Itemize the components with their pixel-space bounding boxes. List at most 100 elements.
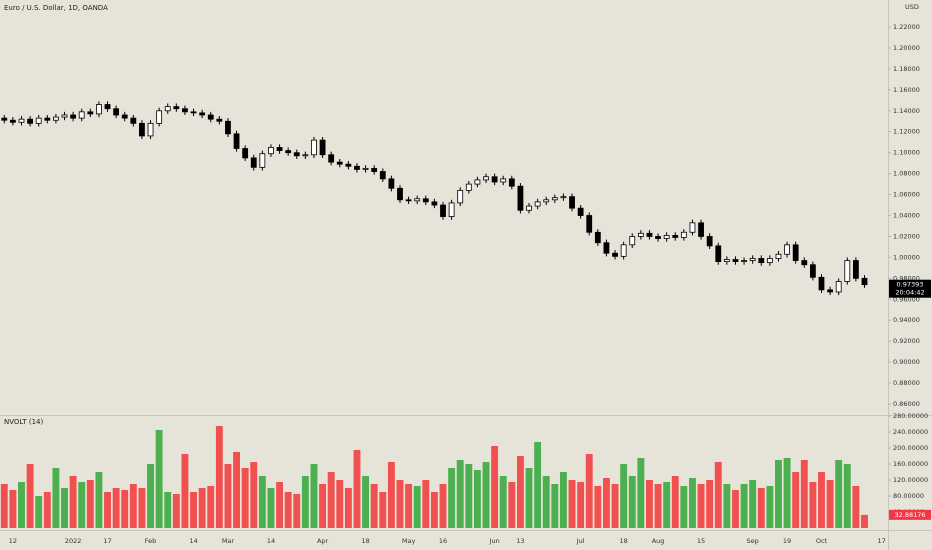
candle-body	[818, 276, 825, 291]
candle-body	[371, 167, 378, 172]
histogram-bar	[95, 472, 103, 528]
candle-body	[457, 189, 464, 204]
x-tick-label: Aug	[652, 537, 665, 545]
y-tick-label: 80.00000	[893, 492, 924, 500]
histogram-bar	[637, 458, 645, 528]
candle-body	[268, 147, 274, 155]
histogram-bar	[301, 476, 309, 528]
histogram-bar	[284, 492, 292, 528]
histogram-bar	[551, 484, 559, 528]
histogram-bar	[766, 486, 774, 528]
histogram-bar	[379, 492, 387, 528]
candle-body	[87, 111, 94, 115]
histogram-bar	[215, 426, 223, 528]
candle-body	[560, 196, 567, 199]
histogram-bar	[852, 486, 860, 528]
candle-body	[629, 236, 636, 246]
candle-body	[801, 260, 808, 266]
candle-body	[766, 258, 773, 264]
candle-body	[70, 114, 77, 119]
histogram-bar	[207, 486, 215, 528]
candle-body	[242, 148, 249, 159]
y-axis-unit: USD	[905, 3, 919, 11]
histogram-bar	[818, 472, 825, 528]
price-tag	[889, 279, 931, 298]
x-tick-label: Mar	[222, 537, 235, 545]
x-tick-label: Sep	[747, 537, 759, 545]
histogram-bar	[276, 482, 284, 528]
histogram-bar	[568, 480, 576, 528]
histogram-bar	[26, 464, 34, 528]
candle-body	[749, 258, 756, 261]
candle-body	[96, 104, 102, 115]
candle-body	[698, 222, 704, 237]
histogram-bar	[792, 472, 800, 528]
candle-body	[397, 187, 403, 201]
y-tick-label: 0.94000	[893, 316, 920, 324]
histogram-bar	[663, 482, 671, 528]
x-tick-label: 18	[620, 537, 628, 545]
histogram-bar	[224, 464, 232, 528]
candle-body	[388, 178, 395, 189]
histogram-bar	[508, 482, 516, 528]
y-tick-label: 0.98000	[893, 274, 920, 282]
histogram-bar	[396, 480, 404, 528]
y-tick-label: 1.12000	[893, 128, 920, 136]
y-tick-label: 120.00000	[893, 476, 928, 484]
y-tick-label: 1.10000	[893, 149, 920, 157]
histogram-bar	[740, 484, 748, 528]
histogram-bar	[577, 482, 585, 528]
histogram-bar	[138, 488, 146, 528]
histogram-bar	[52, 468, 60, 528]
candle-body	[362, 167, 369, 170]
histogram-bar	[706, 480, 714, 528]
histogram-bar	[310, 464, 318, 528]
candle-body	[113, 108, 120, 116]
histogram-bar	[336, 480, 344, 528]
histogram-bar	[723, 484, 731, 528]
candle-body	[285, 150, 292, 154]
x-tick-label: 15	[697, 537, 705, 545]
candle-body	[594, 231, 601, 244]
y-tick-label: 1.22000	[893, 23, 920, 31]
histogram-bar	[61, 488, 68, 528]
candle-body	[732, 259, 739, 262]
y-tick-label: 1.06000	[893, 191, 920, 199]
histogram-bar	[422, 480, 430, 528]
histogram-bar	[164, 492, 172, 528]
histogram-bar	[198, 488, 206, 528]
candle-body	[689, 222, 696, 233]
histogram-bar	[172, 494, 180, 528]
histogram-bar	[267, 488, 275, 528]
candle-body	[861, 277, 868, 286]
histogram-bar	[147, 464, 154, 528]
histogram-bar	[69, 476, 77, 528]
histogram-bar	[129, 484, 137, 528]
x-tick-label: Feb	[145, 537, 157, 545]
histogram-bar	[448, 468, 456, 528]
y-tick-label: 1.00000	[893, 253, 920, 261]
y-tick-label: 1.02000	[893, 232, 920, 240]
candle-body	[483, 176, 489, 181]
candle-body	[10, 119, 16, 123]
histogram-bar	[732, 490, 739, 528]
candle-body	[207, 114, 214, 120]
indicator-tag-value: 32.88176	[894, 511, 925, 519]
histogram-bar	[353, 450, 361, 528]
candle-body	[225, 120, 231, 135]
histogram-bar	[534, 442, 542, 528]
candle-body	[18, 118, 25, 123]
candle-body	[551, 197, 558, 201]
histogram-bar	[783, 458, 791, 528]
candle-body	[139, 122, 145, 137]
x-tick-label: 16	[439, 537, 447, 545]
histogram-bar	[112, 488, 120, 528]
candle-body	[276, 147, 283, 151]
histogram-bar	[525, 468, 533, 528]
histogram-bar	[293, 494, 301, 528]
candle-body	[655, 236, 661, 239]
histogram-bar	[714, 462, 722, 528]
histogram-bar	[620, 464, 628, 528]
candle-body	[164, 106, 171, 112]
